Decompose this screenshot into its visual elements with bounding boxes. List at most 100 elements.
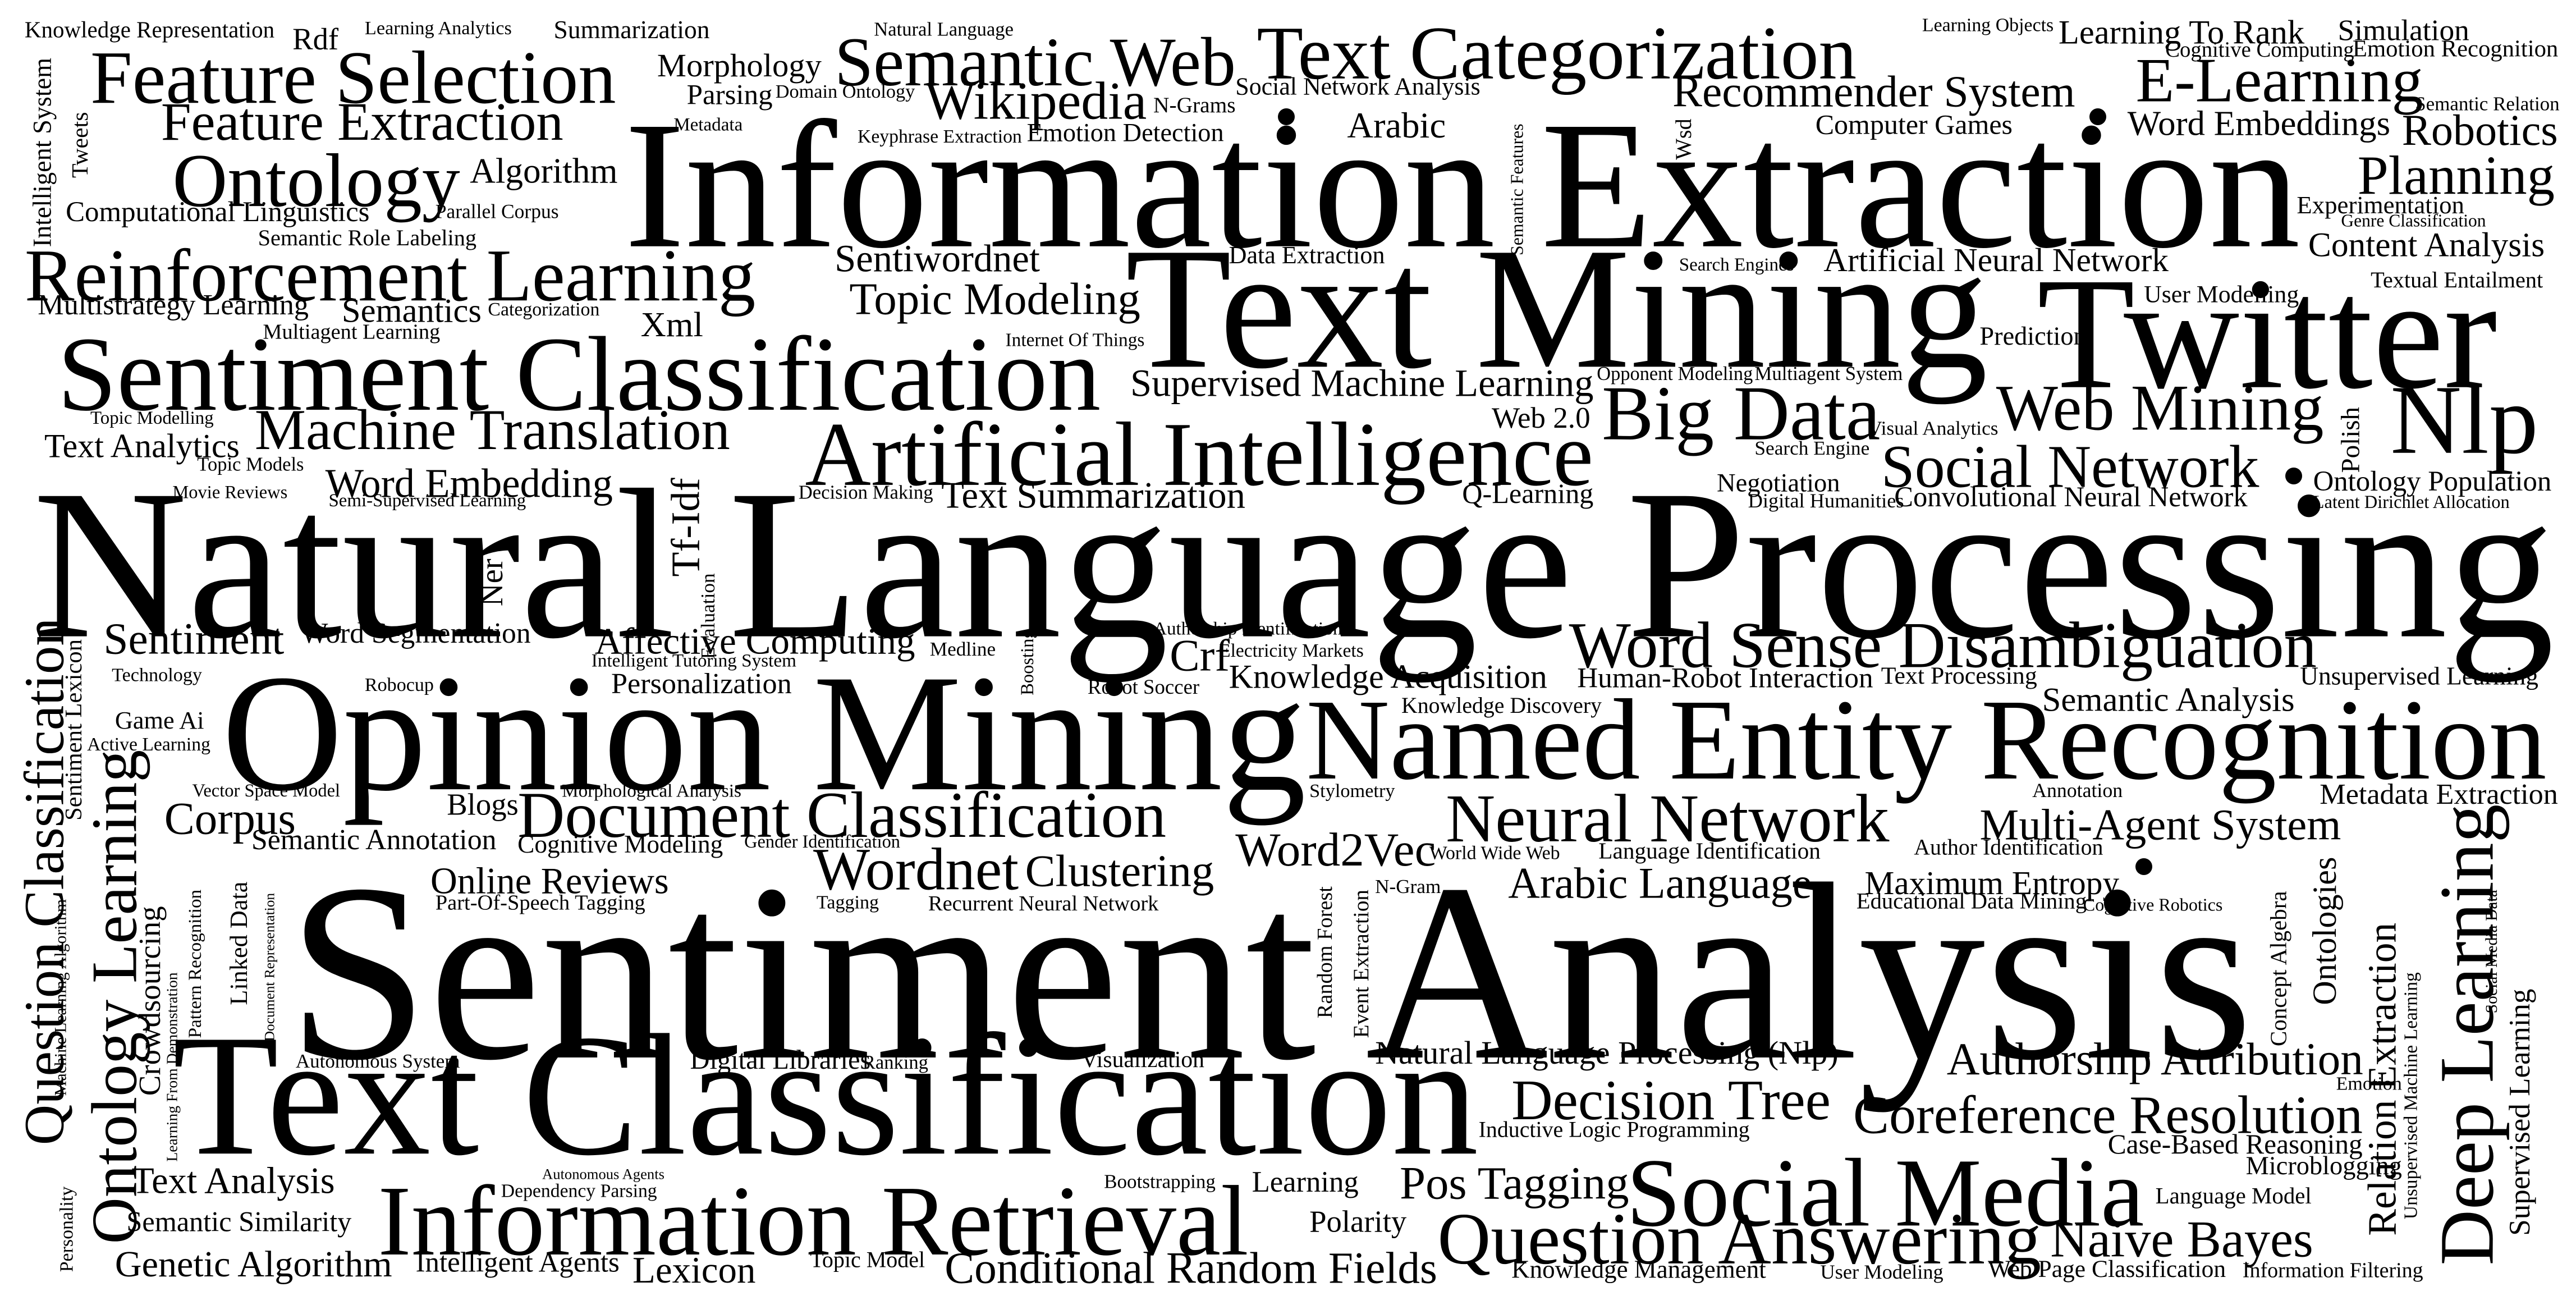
word-textual-entailment: Textual Entailment xyxy=(2371,267,2543,292)
word-recurrent-neural-network: Recurrent Neural Network xyxy=(928,892,1159,915)
word-active-learning: Active Learning xyxy=(87,734,210,755)
word-keyphrase-extraction: Keyphrase Extraction xyxy=(858,126,1022,147)
word-conditional-random-fields: Conditional Random Fields xyxy=(945,1243,1437,1293)
word-part-of-speech-tagging: Part-Of-Speech Tagging xyxy=(435,891,645,915)
word-blogs: Blogs xyxy=(447,787,519,822)
word-semantic-similarity: Semantic Similarity xyxy=(126,1206,352,1238)
word-wordnet: Wordnet xyxy=(813,836,1019,903)
word-knowledge-representation: Knowledge Representation xyxy=(24,16,275,43)
word-movie-reviews: Movie Reviews xyxy=(172,482,288,503)
word-pos-tagging: Pos Tagging xyxy=(1400,1157,1629,1209)
word-lexicon: Lexicon xyxy=(632,1249,756,1291)
word-computational-linguistics: Computational Linguistics xyxy=(66,196,370,228)
word-wikipedia: Wikipedia xyxy=(925,71,1147,131)
word-supervised-machine-learning: Supervised Machine Learning xyxy=(1130,361,1594,405)
word-search-engines: Search Engines xyxy=(1679,255,1794,276)
word-feature-selection: Feature Selection xyxy=(90,36,616,120)
word-personalization: Personalization xyxy=(611,667,792,700)
word-crowdsourcing: Crowdsourcing xyxy=(132,906,167,1096)
word-genre-classification: Genre Classification xyxy=(2341,210,2486,231)
word-user-modeling: User Modeling xyxy=(1820,1261,1944,1284)
word-gender-identification: Gender Identification xyxy=(744,831,901,852)
word-semantic-relation: Semantic Relation xyxy=(2415,93,2560,115)
word-concept-algebra: Concept Algebra xyxy=(2265,891,2291,1047)
word-autonomous-system: Autonomous System xyxy=(295,1050,460,1072)
word-cognitive-modeling: Cognitive Modeling xyxy=(517,830,723,858)
word-pattern-recognition: Pattern Recognition xyxy=(184,889,205,1038)
word-emotion-recognition: Emotion Recognition xyxy=(2352,35,2559,62)
word-world-wide-web: World Wide Web xyxy=(1429,842,1560,864)
word-computer-games: Computer Games xyxy=(1815,108,2013,140)
word-medline: Medline xyxy=(929,638,996,661)
word-linked-data: Linked Data xyxy=(225,881,253,1005)
word-technology: Technology xyxy=(112,665,203,686)
word-random-forest: Random Forest xyxy=(1313,886,1337,1019)
word-game-ai: Game Ai xyxy=(114,707,204,735)
word-algorithm: Algorithm xyxy=(470,151,618,191)
bullet-dot xyxy=(2089,108,2107,126)
word-cognitive-computing: Cognitive Computing xyxy=(2165,38,2354,62)
word-decision-tree: Decision Tree xyxy=(1511,1069,1831,1132)
word-affective-computing: Affective Computing xyxy=(594,620,915,662)
word-visualization: Visualization xyxy=(1081,1047,1204,1073)
word-text-analysis: Text Analysis xyxy=(131,1160,335,1202)
word-digital-libraries: Digital Libraries xyxy=(690,1045,871,1075)
word-robotics: Robotics xyxy=(2401,105,2558,154)
word-robocup: Robocup xyxy=(364,675,434,696)
word-boosting: Boosting xyxy=(1017,629,1038,695)
word-knowledge-management: Knowledge Management xyxy=(1511,1255,1766,1284)
word-ontologies: Ontologies xyxy=(2305,857,2344,1005)
word-semantic-analysis: Semantic Analysis xyxy=(2042,681,2295,719)
word-stylometry: Stylometry xyxy=(1309,780,1395,802)
word-word-embedding: Word Embedding xyxy=(325,460,613,506)
word-online-reviews: Online Reviews xyxy=(430,860,669,902)
word-text-classification: Text Classification xyxy=(172,999,1479,1192)
word-supervised-learning: Supervised Learning xyxy=(2504,988,2537,1236)
word-unsupervised-learning: Unsupervised Learning xyxy=(2300,662,2538,690)
word-multiagent-system: Multiagent System xyxy=(1754,363,1903,384)
word-machine-learning-algorithm: Machine Learning Algorithm xyxy=(51,899,70,1096)
word-natural-language-processing-nlp: Natural Language Processing (Nlp) xyxy=(1375,1034,1839,1071)
word-artificial-neural-network: Artificial Neural Network xyxy=(1823,241,2169,279)
word-wsd: Wsd xyxy=(1671,118,1696,160)
word-neural-network: Neural Network xyxy=(1446,780,1890,857)
word-microblogging: Microblogging xyxy=(2245,1152,2402,1181)
word-sentiment-analysis: Sentiment Analysis xyxy=(287,831,2253,1112)
word-text-analytics: Text Analytics xyxy=(44,427,240,465)
word-maximum-entropy: Maximum Entropy xyxy=(1864,864,2120,901)
word-case-based-reasoning: Case-Based Reasoning xyxy=(2107,1129,2363,1160)
word-reinforcement-learning: Reinforcement Learning xyxy=(24,234,756,317)
word-social-network: Social Network xyxy=(1881,433,2259,501)
word-multiagent-learning: Multiagent Learning xyxy=(263,320,441,344)
word-educational-data-mining: Educational Data Mining xyxy=(1856,888,2087,914)
word-emotion: Emotion xyxy=(2336,1073,2402,1095)
word-document-classification: Document Classification xyxy=(517,779,1167,851)
word-metadata-extraction: Metadata Extraction xyxy=(2320,777,2558,811)
word-morphology: Morphology xyxy=(657,47,822,84)
word-language-identification: Language Identification xyxy=(1598,837,1821,864)
word-latent-dirichlet-allocation: Latent Dirichlet Allocation xyxy=(2313,492,2510,513)
word-e-learning: E-Learning xyxy=(2135,45,2423,116)
word-summarization: Summarization xyxy=(553,15,710,44)
word-naive-bayes: Naive Bayes xyxy=(2050,1210,2313,1268)
word-sentiment: Sentiment xyxy=(103,614,285,664)
word-internet-of-things: Internet Of Things xyxy=(1005,329,1145,351)
word-search-engine: Search Engine xyxy=(1754,437,1870,459)
word-knowledge-discovery: Knowledge Discovery xyxy=(1401,693,1602,718)
word-text-mining: Text Mining xyxy=(1125,212,1988,405)
word-topic-modeling: Topic Modeling xyxy=(849,273,1140,324)
word-decision-making: Decision Making xyxy=(798,481,933,503)
word-social-media-data: Social Media Data xyxy=(2483,890,2501,1014)
word-clustering: Clustering xyxy=(1025,846,1214,896)
word-human-robot-interaction: Human-Robot Interaction xyxy=(1577,662,1873,694)
word-learning-to-rank: Learning To Rank xyxy=(2058,13,2305,52)
word-arabic: Arabic xyxy=(1347,104,1446,145)
word-rdf: Rdf xyxy=(292,22,339,57)
word-evaluation: Evaluation xyxy=(697,573,719,660)
word-topic-modelling: Topic Modelling xyxy=(90,408,214,429)
word-vector-space-model: Vector Space Model xyxy=(192,780,341,801)
word-semantic-web: Semantic Web xyxy=(835,23,1236,100)
word-artificial-intelligence: Artificial Intelligence xyxy=(805,404,1594,505)
word-emotion-detection: Emotion Detection xyxy=(1026,118,1224,148)
word-learning-from-demonstration: Learning From Demonstration xyxy=(163,972,181,1162)
